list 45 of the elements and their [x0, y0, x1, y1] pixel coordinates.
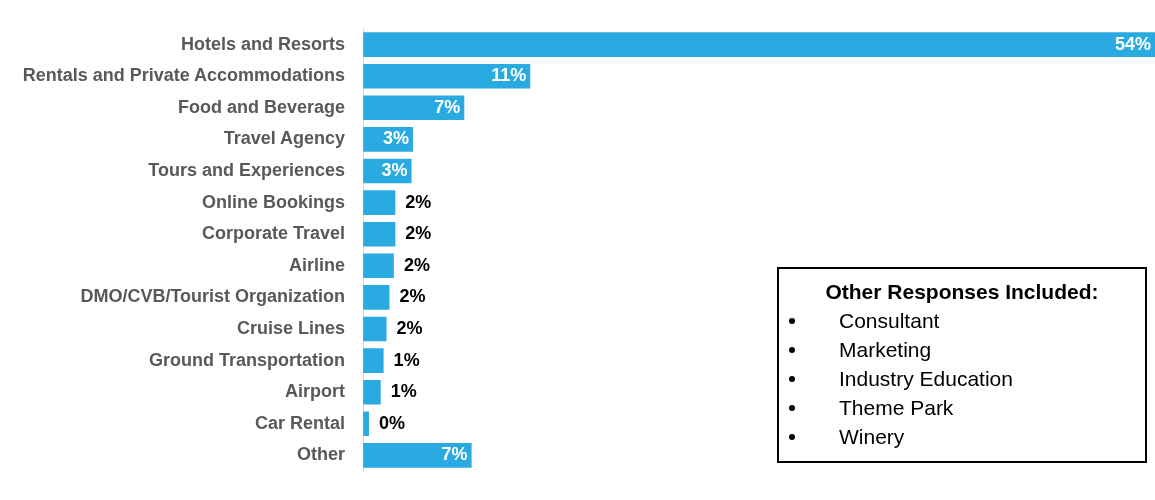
- y-tick-label: Airport: [285, 381, 346, 402]
- data-label: 3%: [382, 128, 409, 149]
- y-tick-label: Rentals and Private Accommodations: [22, 65, 346, 86]
- y-tick-label: Hotels and Resorts: [181, 33, 346, 54]
- y-tick-label: Online Bookings: [202, 191, 346, 212]
- bar: [363, 285, 390, 310]
- annotation: Theme Park: [839, 395, 954, 421]
- data-label: 2%: [405, 191, 432, 212]
- data-label: 7%: [441, 444, 468, 465]
- data-label: 11%: [491, 65, 527, 86]
- bar: [363, 379, 381, 405]
- y-tick-label: Food and Beverage: [178, 96, 346, 117]
- data-label: 2%: [396, 317, 423, 338]
- y-tick-label: Cruise Lines: [237, 317, 346, 338]
- data-label: 1%: [393, 349, 420, 370]
- y-tick-label: DMO/CVB/Tourist Organization: [80, 286, 346, 307]
- annotation: Consultant: [839, 308, 940, 334]
- y-tick-label: Other: [297, 444, 346, 465]
- data-label: 2%: [403, 254, 430, 275]
- y-tick-label: Car Rental: [255, 412, 346, 433]
- bar: [363, 348, 384, 373]
- bar: [363, 253, 394, 279]
- y-tick-label: Tours and Experiences: [148, 159, 346, 180]
- bar: [363, 95, 465, 121]
- data-label: 3%: [381, 159, 408, 180]
- bar: [363, 63, 531, 89]
- annotation: Marketing: [839, 337, 932, 363]
- bar: [363, 190, 396, 215]
- annotation: Industry Education: [839, 366, 1013, 392]
- data-label: 2%: [399, 286, 426, 307]
- y-tick-label: Corporate Travel: [202, 223, 346, 244]
- data-label: 7%: [434, 96, 461, 117]
- bar: [363, 316, 387, 342]
- y-tick-label: Travel Agency: [223, 128, 346, 149]
- y-tick-label: Ground Transportation: [149, 349, 346, 370]
- data-label: 0%: [378, 412, 405, 433]
- data-label: 54%: [1114, 33, 1151, 54]
- annotation: Winery: [839, 424, 905, 450]
- bar: [363, 221, 396, 247]
- annotation: Other Responses Included:: [824, 279, 1100, 305]
- y-tick-label: Airline: [289, 254, 346, 275]
- bar: [363, 32, 1155, 57]
- bar: [363, 443, 472, 468]
- data-label: 1%: [390, 381, 417, 402]
- data-label: 2%: [405, 223, 432, 244]
